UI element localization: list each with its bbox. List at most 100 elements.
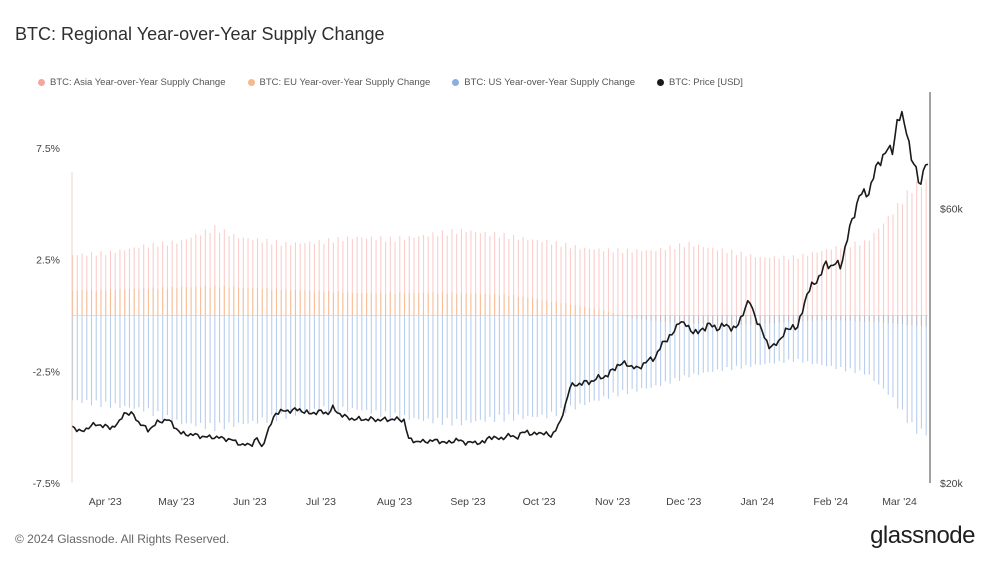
asia-bar [437, 236, 439, 316]
us-bar [328, 315, 330, 413]
asia-bar [688, 241, 690, 316]
eu-bar [271, 289, 273, 316]
asia-bar [375, 240, 377, 316]
us-bar [901, 315, 904, 410]
us-bar [807, 315, 809, 362]
us-bar [370, 315, 372, 414]
asia-bar [916, 180, 918, 316]
asia-bar [778, 258, 780, 316]
asia-bar [162, 241, 164, 316]
asia-bar [536, 239, 538, 316]
x-tick-label: Dec '23 [666, 496, 701, 508]
us-bar [200, 315, 202, 423]
us-bar [849, 315, 851, 369]
asia-bar [660, 247, 662, 316]
eu-bar [76, 290, 78, 316]
eu-bar [508, 295, 510, 316]
asia-bar [873, 232, 875, 316]
eu-bar [72, 290, 74, 316]
legend-item-eu[interactable]: BTC: EU Year-over-Year Supply Change [247, 77, 430, 88]
us-bar [261, 315, 263, 418]
asia-bar [849, 247, 851, 316]
asia-bar [347, 236, 349, 316]
asia-bar [204, 229, 206, 316]
us-bar [773, 315, 775, 364]
asia-bar [256, 238, 259, 316]
asia-bar [579, 249, 581, 316]
us-bar [100, 315, 102, 407]
asia-bar [901, 204, 904, 316]
us-bar [157, 315, 159, 412]
us-bar [228, 315, 230, 423]
us-bar [219, 315, 221, 423]
legend-item-us[interactable]: BTC: US Year-over-Year Supply Change [452, 77, 635, 88]
eu-bar [342, 293, 344, 316]
us-bar [361, 315, 363, 411]
us-bar [484, 315, 486, 422]
asia-bar [484, 231, 486, 316]
eu-bar [128, 289, 131, 316]
eu-bar [418, 293, 420, 316]
eu-bar [361, 293, 363, 316]
us-bar [72, 315, 74, 401]
us-bar [783, 315, 785, 364]
eu-bar [598, 309, 600, 316]
us-bar [138, 315, 140, 408]
eu-bar [105, 290, 107, 316]
asia-bar [679, 243, 681, 316]
us-bar [626, 315, 628, 395]
asia-bar [385, 241, 387, 316]
asia-bar [636, 249, 638, 316]
us-bar [536, 315, 538, 418]
us-bar [437, 315, 439, 418]
us-bar [522, 315, 524, 420]
asia-bar [550, 244, 553, 316]
asia-bar [72, 255, 74, 316]
asia-bar [811, 252, 813, 316]
us-bar-group [72, 315, 927, 436]
asia-bar [214, 225, 216, 316]
us-bar [209, 315, 211, 423]
eu-bar [555, 301, 557, 316]
us-bar [389, 315, 391, 420]
asia-bar [185, 239, 187, 316]
asia-bar [266, 238, 268, 316]
us-bar [489, 315, 491, 417]
asia-bar [76, 255, 78, 316]
us-bar [399, 315, 401, 420]
asia-bar [124, 250, 126, 316]
asia-bar [764, 257, 766, 316]
us-bar [223, 315, 225, 430]
asia-bar [200, 235, 202, 316]
us-bar [593, 315, 595, 401]
copyright-footer: © 2024 Glassnode. All Rights Reserved. [15, 532, 230, 546]
us-bar [811, 315, 813, 365]
us-bar [560, 315, 562, 409]
eu-bar [484, 293, 486, 316]
asia-bar [887, 216, 889, 316]
asia-bar [86, 255, 88, 316]
asia-bar [176, 243, 178, 316]
eu-bar [328, 290, 330, 316]
asia-bar [470, 230, 472, 316]
us-bar [242, 315, 244, 425]
legend-item-asia[interactable]: BTC: Asia Year-over-Year Supply Change [38, 77, 226, 88]
asia-bar [370, 236, 372, 316]
eu-bar [195, 286, 197, 316]
eu-bar [181, 287, 183, 316]
legend-item-price[interactable]: BTC: Price [USD] [657, 77, 743, 88]
us-bar [451, 315, 453, 426]
us-bar [143, 315, 145, 412]
legend-label-us: BTC: US Year-over-Year Supply Change [464, 77, 636, 88]
eu-bar [569, 304, 572, 316]
us-bar [612, 315, 614, 393]
us-bar [285, 315, 287, 419]
asia-bar [925, 179, 927, 316]
asia-bar [494, 232, 496, 316]
us-bar [679, 315, 681, 381]
us-bar [821, 315, 823, 366]
us-bar [716, 315, 719, 370]
asia-bar [219, 233, 221, 316]
asia-bar [171, 240, 173, 316]
